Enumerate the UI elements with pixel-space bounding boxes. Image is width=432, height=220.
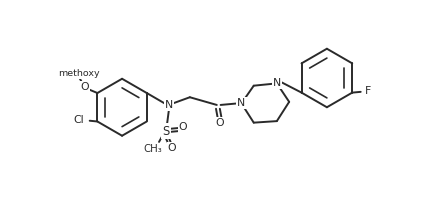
Text: F: F <box>365 86 372 96</box>
Text: O: O <box>178 122 187 132</box>
Text: N: N <box>165 100 173 110</box>
Text: O: O <box>80 82 89 92</box>
Text: CH₃: CH₃ <box>143 144 162 154</box>
Text: S: S <box>162 125 170 138</box>
Text: O: O <box>216 118 224 128</box>
Text: Cl: Cl <box>73 115 84 125</box>
Text: methoxy: methoxy <box>58 69 100 78</box>
Text: O: O <box>168 143 176 153</box>
Text: N: N <box>237 98 245 108</box>
Text: N: N <box>273 78 281 88</box>
